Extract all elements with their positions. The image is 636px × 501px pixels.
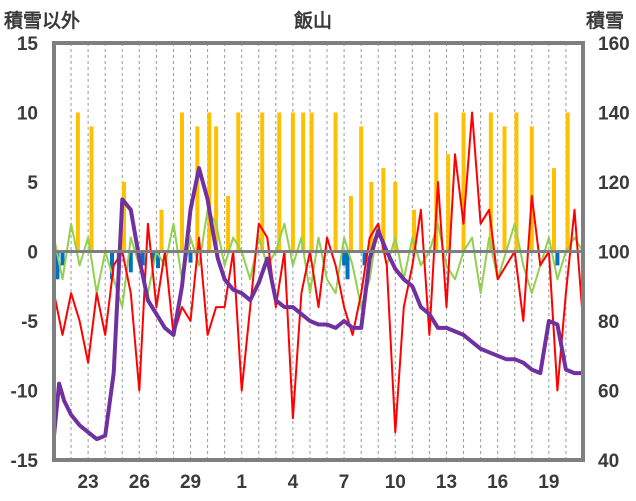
right-axis-ticks: 160 140 120 100 80 60 40: [598, 34, 630, 472]
negative-bar: [345, 251, 350, 280]
chart-title: 飯山: [294, 10, 333, 32]
plot-frame: [52, 41, 585, 462]
negative-bar: [110, 251, 115, 280]
snowfall-bar: [214, 126, 219, 252]
negative-bar: [60, 251, 65, 266]
snow-depth-series-line: [52, 166, 583, 442]
left-tick-label: 10: [17, 104, 38, 125]
negative-bar: [128, 251, 133, 273]
right-tick-label: 120: [598, 173, 630, 194]
snowfall-bar: [290, 112, 295, 252]
x-tick-label: 16: [487, 472, 508, 493]
x-tick-label: 23: [78, 472, 99, 493]
left-axis-ticks: 15 10 5 0 -5 -10 -15: [11, 34, 39, 472]
snowfall-bar: [309, 112, 314, 252]
left-tick-label: -15: [11, 451, 39, 472]
snowfall-bar: [75, 112, 80, 252]
negative-bar: [150, 251, 155, 263]
right-tick-label: 160: [598, 34, 630, 55]
snowfall-bar: [502, 126, 507, 252]
left-axis-label: 積雪以外: [4, 10, 81, 32]
right-axis-label: 積雪: [586, 10, 625, 32]
snowfall-bar: [226, 195, 231, 252]
snowfall-bar: [195, 126, 200, 252]
snowfall-bar: [179, 112, 184, 252]
snowfall-bar: [565, 112, 570, 252]
snowfall-bar: [277, 112, 282, 252]
right-tick-label: 80: [598, 312, 619, 333]
lines-layer: [52, 111, 584, 442]
snowfall-bar: [514, 112, 519, 252]
snowfall-bar: [159, 209, 164, 252]
x-tick-label: 1: [236, 472, 247, 493]
snowfall-bar: [236, 112, 241, 252]
right-tick-label: 40: [598, 451, 619, 472]
negative-bar: [555, 251, 560, 266]
right-tick-label: 60: [598, 382, 619, 403]
left-tick-label: 15: [17, 34, 39, 55]
left-tick-label: 0: [27, 243, 38, 264]
bars-layer: [55, 112, 570, 280]
snowfall-bar: [529, 126, 534, 252]
negative-bar: [342, 251, 347, 266]
snowfall-bar: [412, 209, 417, 252]
snowfall-bar: [446, 154, 451, 252]
x-tick-label: 26: [129, 472, 150, 493]
snowfall-bar: [461, 112, 466, 252]
snowfall-bar: [301, 112, 306, 252]
snowfall-bar: [121, 182, 126, 252]
right-tick-label: 100: [598, 243, 630, 264]
negative-bar: [156, 251, 161, 269]
snowfall-bar: [393, 182, 398, 252]
x-axis-ticks: 23 26 29 1 4 7 10 13 16 19: [78, 472, 560, 493]
right-tick-label: 140: [598, 104, 630, 125]
negative-bar: [188, 251, 193, 263]
snowfall-bar: [369, 182, 374, 252]
x-tick-label: 19: [538, 472, 559, 493]
left-tick-label: 5: [27, 173, 38, 194]
snowfall-bar: [551, 168, 556, 252]
snowfall-bar: [333, 112, 338, 252]
x-tick-label: 4: [288, 472, 299, 493]
snowfall-bar: [488, 112, 493, 252]
snowfall-bar: [89, 126, 94, 252]
snowfall-bar: [260, 112, 265, 252]
negative-bar: [55, 251, 60, 280]
x-tick-label: 13: [436, 472, 457, 493]
x-tick-label: 7: [339, 472, 350, 493]
snowfall-bar: [207, 112, 212, 252]
snowfall-bar: [359, 126, 364, 252]
snowfall-bar: [434, 112, 439, 252]
left-tick-label: -5: [21, 312, 38, 333]
left-tick-label: -10: [11, 382, 38, 403]
negative-bar: [362, 251, 367, 266]
x-tick-label: 29: [180, 472, 201, 493]
negative-bar: [140, 251, 145, 266]
temperature-series-line: [53, 111, 584, 434]
snowfall-bar: [381, 168, 386, 252]
x-tick-label: 10: [385, 472, 406, 493]
snowfall-bar: [348, 195, 353, 252]
